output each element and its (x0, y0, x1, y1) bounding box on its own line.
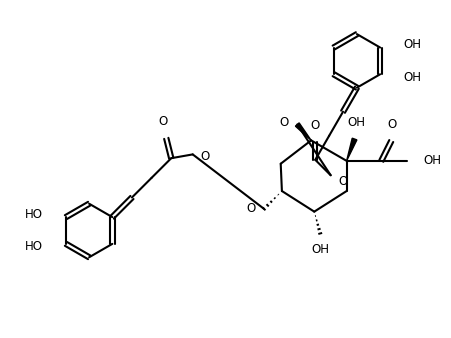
Text: O: O (246, 202, 256, 215)
Text: OH: OH (311, 243, 328, 257)
Text: OH: OH (402, 71, 420, 84)
Text: O: O (310, 119, 319, 132)
Text: O: O (200, 150, 209, 163)
Text: O: O (278, 116, 288, 129)
Text: O: O (158, 116, 168, 128)
Text: OH: OH (402, 38, 420, 51)
Text: OH: OH (347, 116, 365, 129)
Text: OH: OH (422, 154, 440, 167)
Polygon shape (295, 123, 310, 140)
Text: HO: HO (25, 208, 43, 221)
Text: HO: HO (25, 240, 43, 254)
Text: O: O (338, 175, 347, 188)
Text: O: O (387, 118, 396, 131)
Polygon shape (346, 138, 356, 161)
